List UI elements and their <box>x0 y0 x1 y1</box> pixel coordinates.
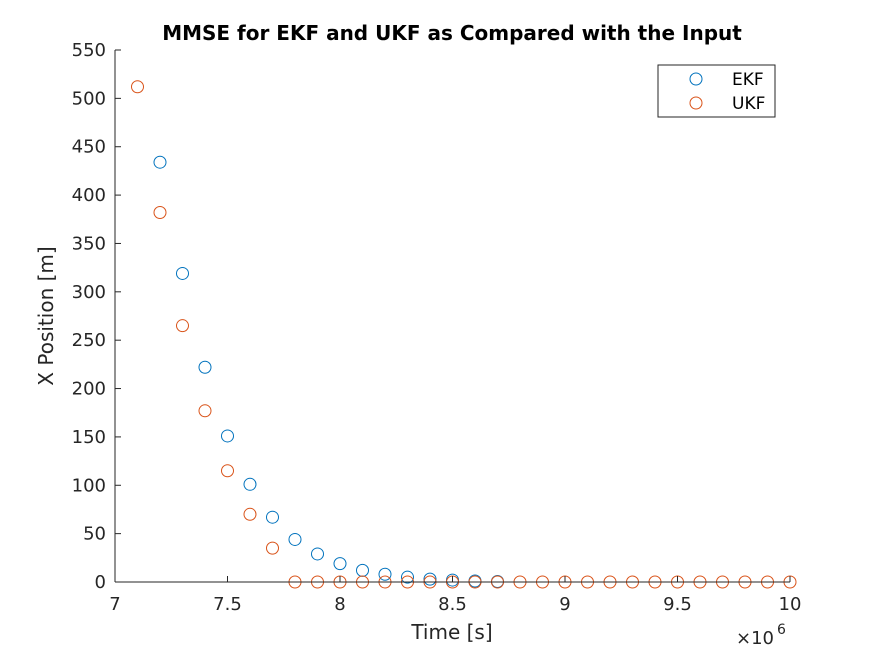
ukf-point <box>131 80 144 94</box>
y-tick-label: 0 <box>95 572 106 593</box>
ekf-point <box>311 547 324 561</box>
x-tick-label: 9 <box>559 594 570 615</box>
ekf-point <box>401 570 414 584</box>
y-tick-label: 350 <box>72 233 106 254</box>
legend-box <box>657 64 776 118</box>
ekf-point <box>333 557 347 571</box>
y-tick-label: 300 <box>72 282 106 303</box>
axes: 7 7.5 8 8.5 9 9.5 1005010015020025030035040045… <box>72 40 802 615</box>
x-tick-label: 8.5 <box>438 594 467 615</box>
legend-label-ukf: UKF <box>732 94 765 114</box>
y-tick-label: 50 <box>83 524 106 545</box>
ekf-point <box>153 155 167 169</box>
ukf-point <box>266 541 279 555</box>
x-axis-label: Time [s] <box>410 620 492 644</box>
chart-title: MMSE for EKF and UKF as Compared with th… <box>162 21 742 45</box>
x-exponent-label: ×10 6 <box>736 622 786 649</box>
legend-label-ekf: EKF <box>732 70 764 90</box>
legend: EKF UKF <box>657 64 776 118</box>
legend-marker-ukf <box>689 96 703 110</box>
ukf-point <box>198 404 212 418</box>
ekf-point <box>288 532 302 546</box>
y-tick-label: 550 <box>72 40 106 61</box>
y-tick-label: 100 <box>72 475 106 496</box>
plot-background <box>115 50 790 582</box>
x-tick-label: 10 <box>779 594 802 615</box>
ekf-point <box>221 429 234 443</box>
ekf-point <box>243 477 257 491</box>
y-tick-label: 200 <box>72 379 106 400</box>
y-tick-label: 500 <box>72 88 106 109</box>
x-exponent-base: ×10 <box>736 628 774 649</box>
ekf-point <box>378 567 392 581</box>
ekf-point <box>266 510 279 524</box>
y-axis-label: X Position [m] <box>34 246 58 385</box>
ekf-point <box>176 266 189 280</box>
y-tick-label: 250 <box>72 330 106 351</box>
x-tick-label: 7.5 <box>213 594 242 615</box>
x-tick-label: 8 <box>334 594 345 615</box>
legend-marker-ekf <box>689 72 703 86</box>
x-tick-label: 7 <box>109 594 120 615</box>
ukf-point <box>176 319 189 333</box>
y-tick-label: 150 <box>72 427 106 448</box>
ukf-point <box>153 206 167 220</box>
plot-area <box>115 50 790 582</box>
y-tick-label: 450 <box>72 137 106 158</box>
y-tick-label: 400 <box>72 185 106 206</box>
ukf-point <box>243 507 257 521</box>
x-exponent-power: 6 <box>777 622 786 638</box>
ukf-point <box>221 464 234 478</box>
x-tick-label: 9.5 <box>663 594 692 615</box>
ekf-point <box>198 360 212 374</box>
ekf-point <box>423 572 437 586</box>
